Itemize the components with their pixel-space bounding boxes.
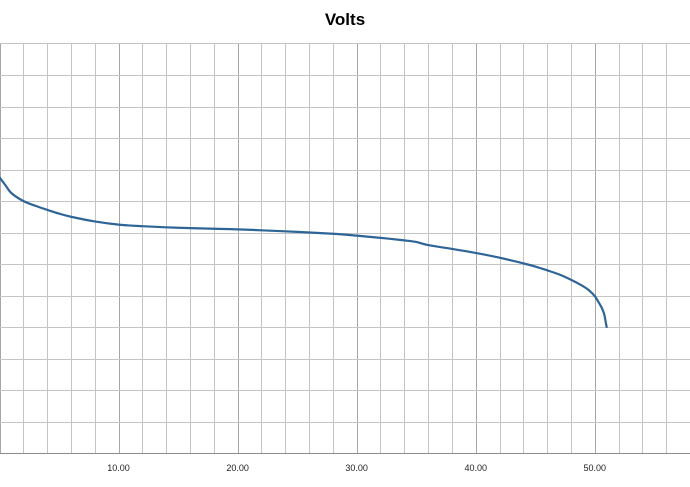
chart-title: Volts	[324, 10, 366, 29]
x-tick-label: 10.00	[107, 463, 130, 473]
series-line	[0, 176, 608, 329]
x-tick-label: 20.00	[226, 463, 249, 473]
x-tick-label: 40.00	[464, 463, 487, 473]
x-tick-label: 50.00	[583, 463, 606, 473]
series-layer	[0, 176, 608, 329]
tick-label-layer: 10.00 20.00 30.00 40.00 50.00	[107, 463, 606, 473]
grid-layer	[0, 43, 690, 454]
x-tick-label: 30.00	[345, 463, 368, 473]
